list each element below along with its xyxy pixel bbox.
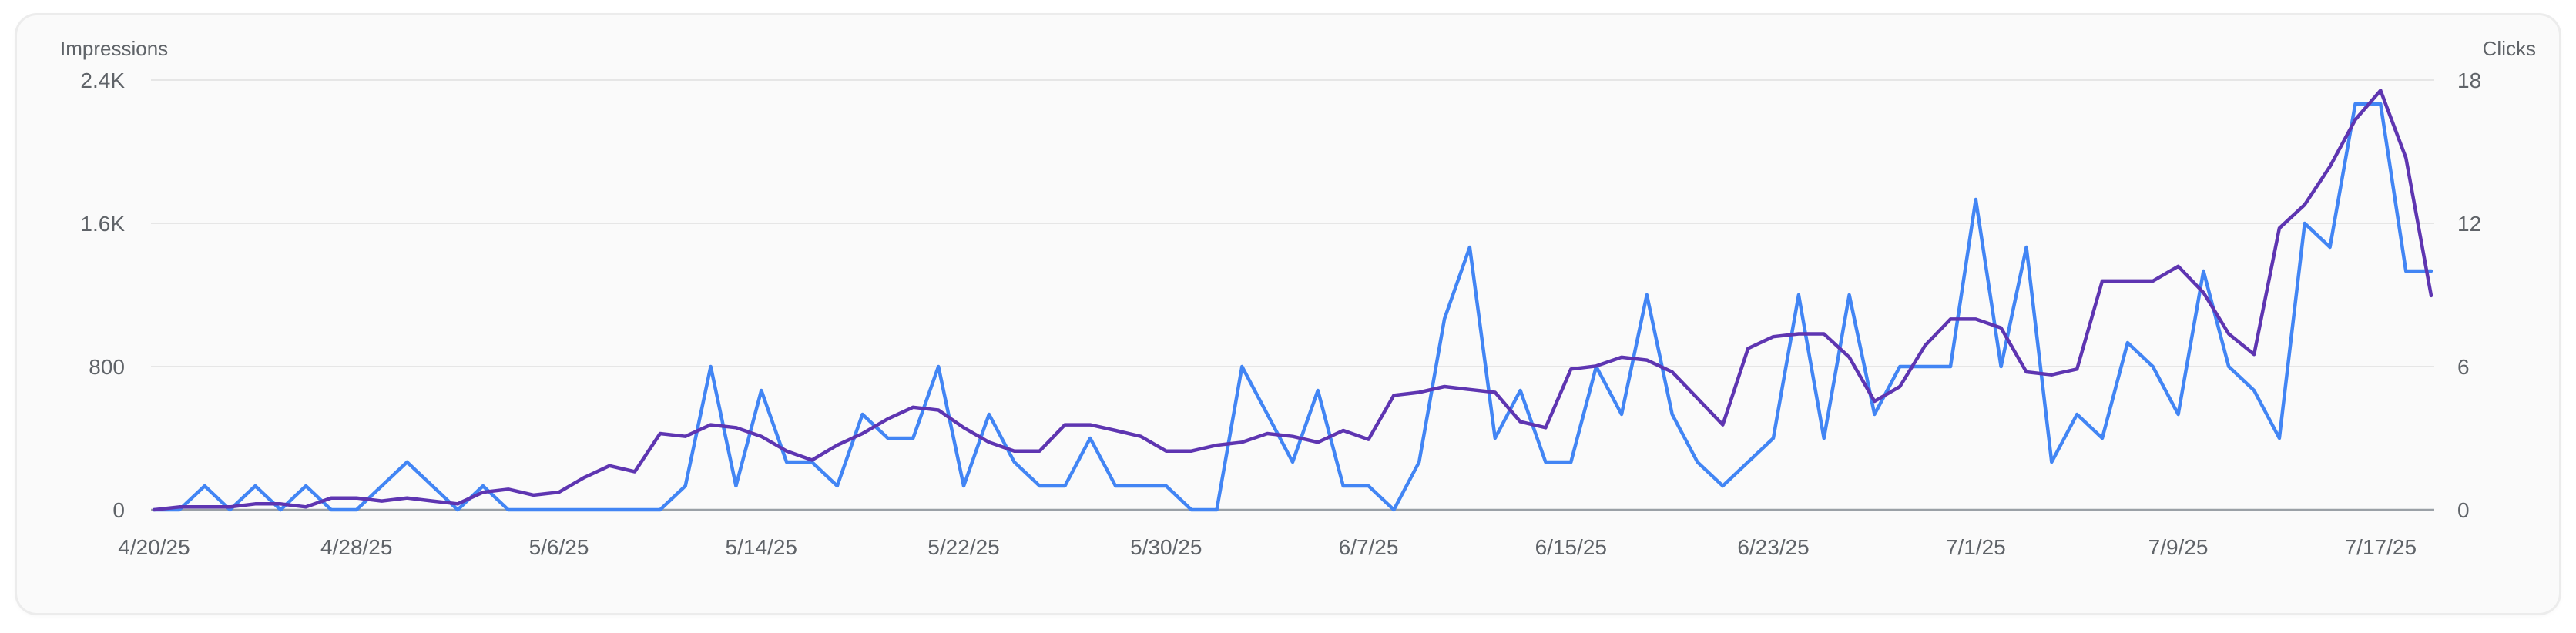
x-tick-label: 5/6/25 xyxy=(529,535,589,559)
right-axis-title: Clicks xyxy=(2483,37,2536,60)
left-axis-ticks: 0 800 1.6K 2.4K xyxy=(80,69,125,522)
chart-card: Impressions Clicks 0 800 1.6K 2.4K 0 6 12 18 4… xyxy=(17,15,2559,613)
x-tick-label: 6/23/25 xyxy=(1737,535,1809,559)
left-axis-title: Impressions xyxy=(60,37,168,60)
x-tick-label: 7/17/25 xyxy=(2345,535,2417,559)
gridlines xyxy=(151,79,2434,511)
series-lines xyxy=(152,89,2433,512)
x-tick-label: 5/30/25 xyxy=(1130,535,1202,559)
x-tick-label: 4/20/25 xyxy=(118,535,190,559)
left-tick-label: 800 xyxy=(89,355,125,379)
series-line-clicks xyxy=(152,102,2433,512)
x-tick-label: 6/7/25 xyxy=(1339,535,1399,559)
x-tick-label: 7/1/25 xyxy=(1946,535,2006,559)
x-tick-label: 4/28/25 xyxy=(320,535,392,559)
right-tick-label: 12 xyxy=(2457,212,2481,236)
left-tick-label: 1.6K xyxy=(80,212,125,236)
left-tick-label: 2.4K xyxy=(80,69,125,92)
left-tick-label: 0 xyxy=(112,498,125,522)
right-tick-label: 6 xyxy=(2457,355,2470,379)
x-tick-label: 5/14/25 xyxy=(726,535,797,559)
x-tick-label: 5/22/25 xyxy=(927,535,999,559)
right-tick-label: 18 xyxy=(2457,69,2481,92)
series-line-impressions xyxy=(152,89,2433,512)
x-tick-label: 6/15/25 xyxy=(1535,535,1607,559)
right-tick-label: 0 xyxy=(2457,498,2470,522)
x-tick-label: 7/9/25 xyxy=(2148,535,2209,559)
performance-chart: Impressions Clicks 0 800 1.6K 2.4K 0 6 12 18 4… xyxy=(60,37,2536,559)
x-axis-ticks: 4/20/25 4/28/25 5/6/25 5/14/25 5/22/25 5/30/2… xyxy=(118,535,2417,559)
right-axis-ticks: 0 6 12 18 xyxy=(2457,69,2481,522)
